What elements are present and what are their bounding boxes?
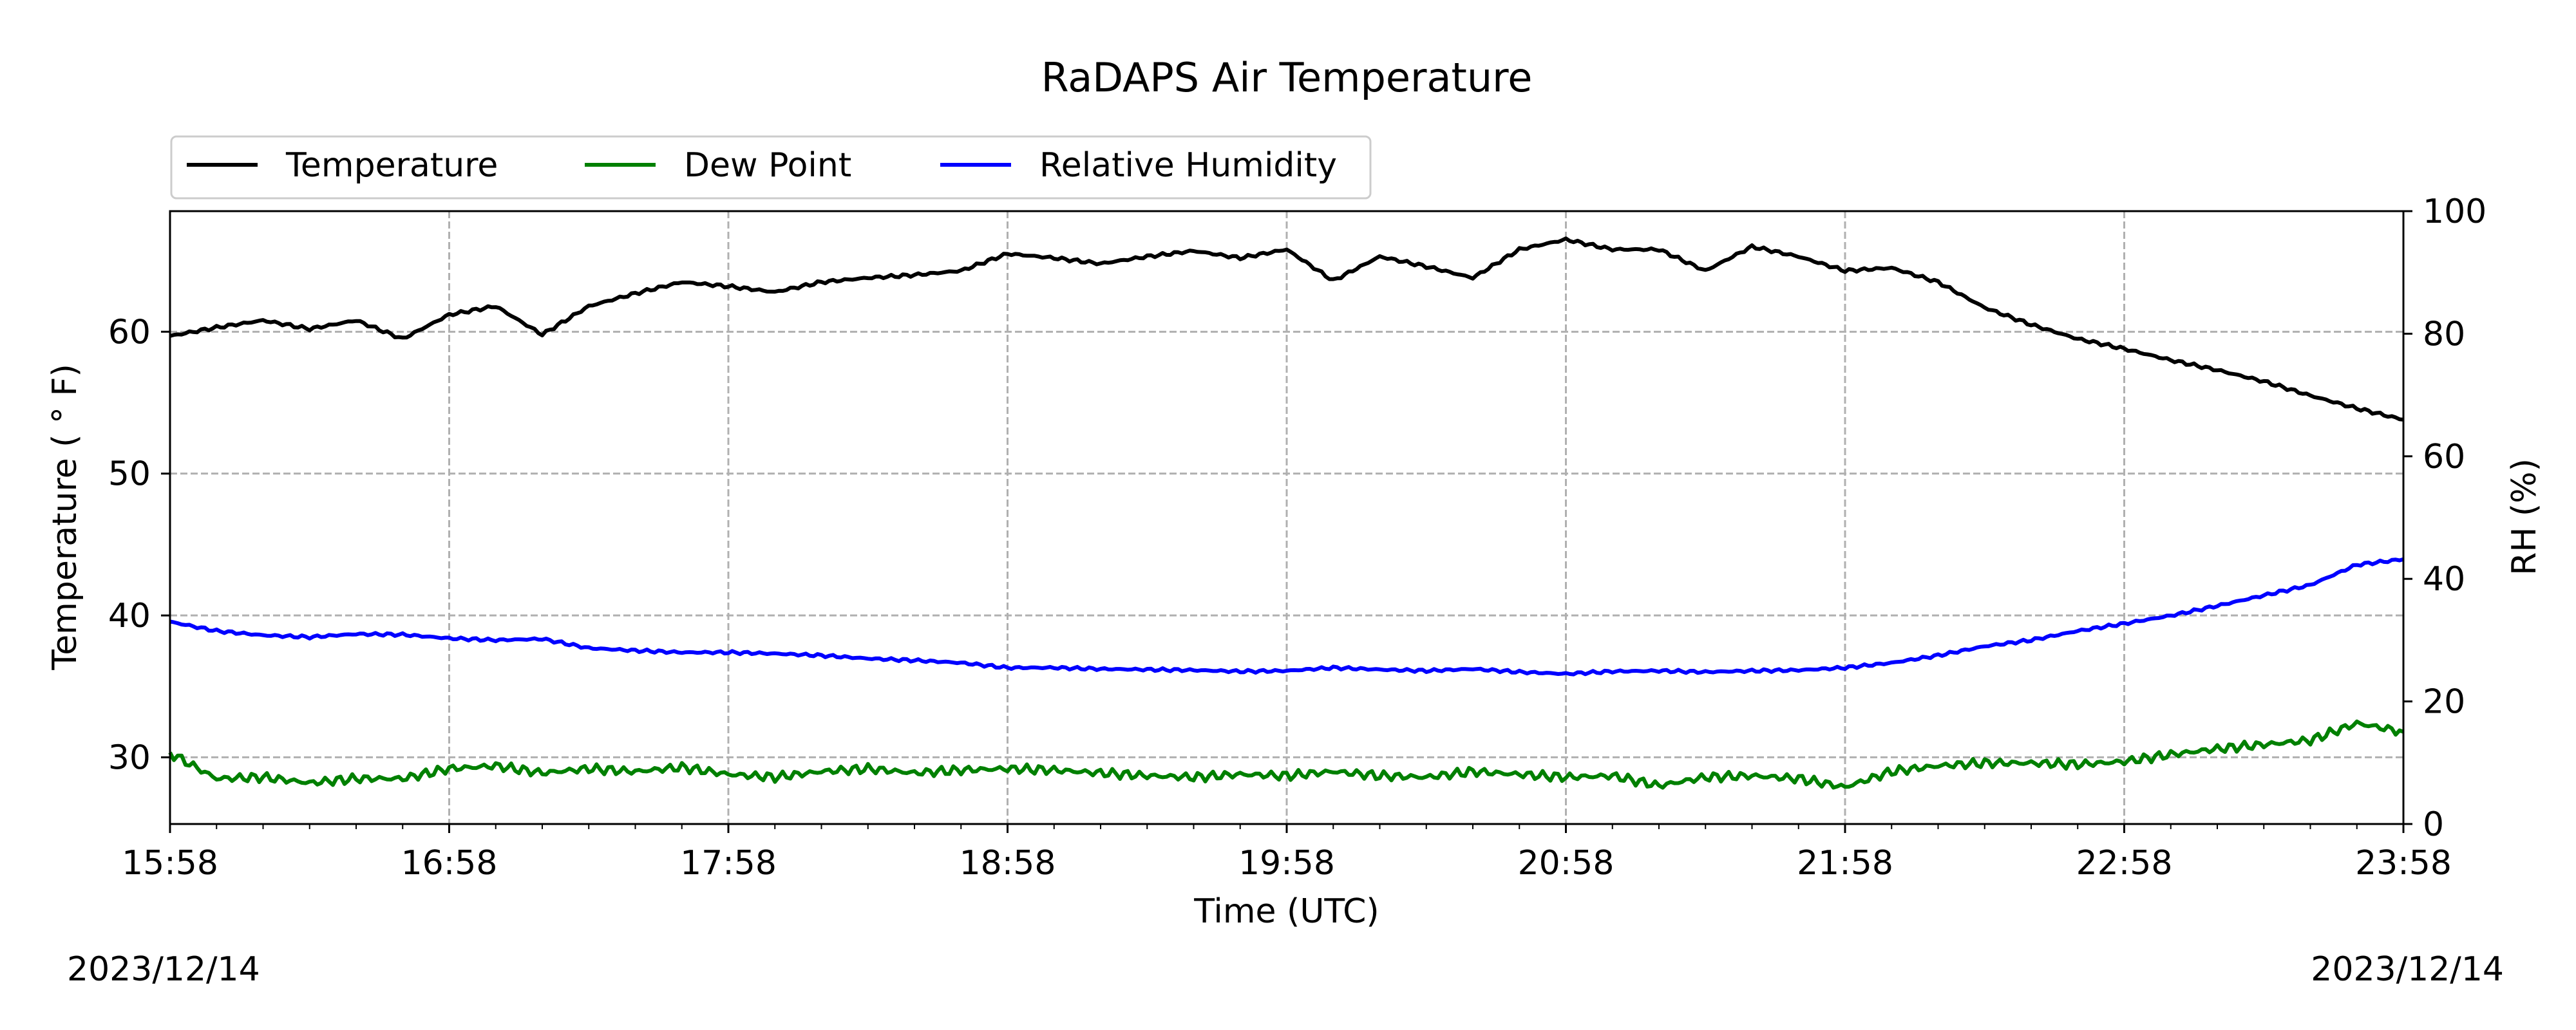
date-label-left: 2023/12/14 <box>67 950 260 989</box>
date-label-right: 2023/12/14 <box>2311 950 2504 989</box>
axis-ticks: 15:58 16:58 17:58 18:58 19:58 20:58 21:58 22:58… <box>108 192 2486 883</box>
legend: Temperature Dew Point Relative Humidity <box>170 135 1372 200</box>
grid <box>169 211 2405 824</box>
legend-label: Temperature <box>285 146 498 185</box>
y2-tick-label: 0 <box>2423 805 2444 844</box>
y-tick-label: 50 <box>108 455 151 494</box>
legend-box <box>170 135 1372 200</box>
legend-label: Dew Point <box>684 146 851 185</box>
x-tick-label: 22:58 <box>2076 844 2173 883</box>
x-axis-label: Time (UTC) <box>1193 892 1379 931</box>
legend-label: Relative Humidity <box>1039 146 1337 185</box>
y2-axis-label: RH (%) <box>2505 458 2544 576</box>
y-tick-label: 30 <box>108 738 151 777</box>
y-tick-label: 60 <box>108 313 151 351</box>
x-tick-label: 21:58 <box>1797 844 1893 883</box>
x-tick-label: 23:58 <box>2355 844 2452 883</box>
x-tick-label: 16:58 <box>401 844 498 883</box>
y2-tick-label: 20 <box>2423 683 2465 722</box>
x-tick-label: 20:58 <box>1518 844 1615 883</box>
y2-tick-label: 100 <box>2423 192 2486 231</box>
y2-tick-label: 60 <box>2423 438 2465 476</box>
x-tick-label: 18:58 <box>960 844 1056 883</box>
chart-title: RaDAPS Air Temperature <box>1041 54 1533 101</box>
series-line <box>169 557 2404 677</box>
x-tick-label: 17:58 <box>680 844 777 883</box>
plot-series <box>168 236 2405 790</box>
y2-tick-label: 40 <box>2423 560 2465 599</box>
y-tick-label: 40 <box>108 597 151 635</box>
y-axis-label: Temperature ( ° F) <box>46 364 84 670</box>
series-line <box>168 719 2405 790</box>
series-line <box>169 236 2404 422</box>
y2-tick-label: 80 <box>2423 315 2465 353</box>
x-tick-label: 15:58 <box>122 844 218 883</box>
x-tick-label: 19:58 <box>1238 844 1335 883</box>
